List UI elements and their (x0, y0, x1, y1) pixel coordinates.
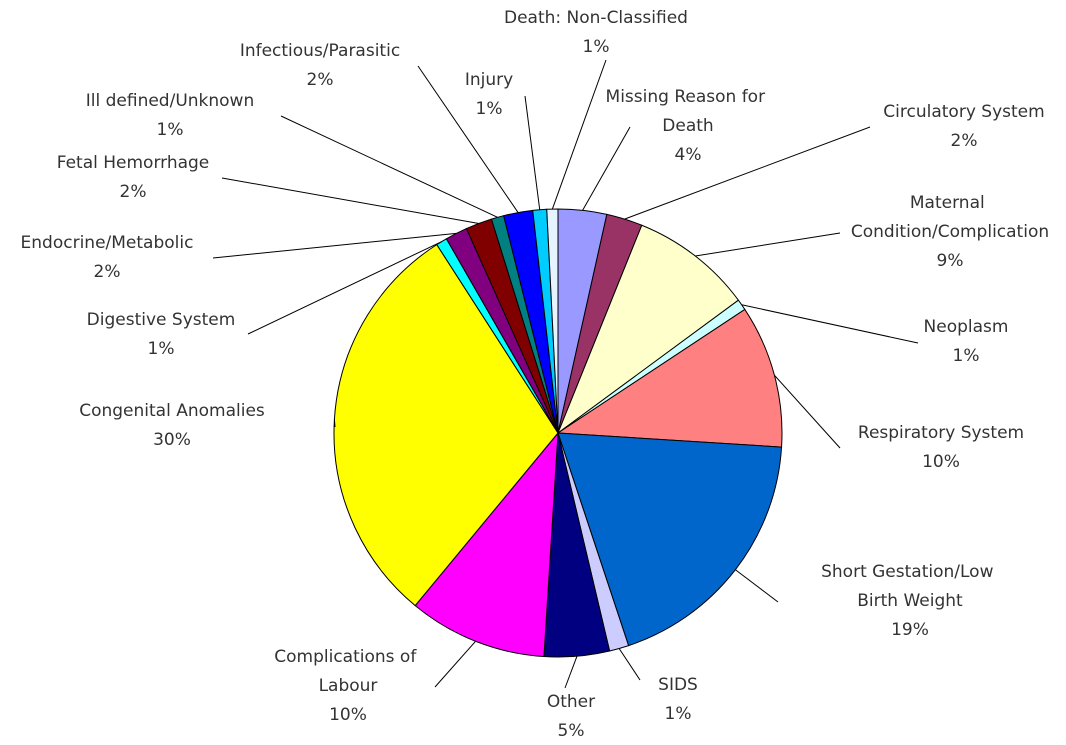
leader-line (212, 232, 457, 259)
value-label: 4% (675, 145, 702, 165)
label-line: Maternal (910, 193, 990, 213)
value-label: 9% (937, 251, 964, 271)
slice-label: Complications of Labour (274, 647, 421, 696)
slice-label: Respiratory System (858, 423, 1024, 443)
slice-label: Death: Non-Classified (504, 8, 688, 28)
leader-line (524, 95, 541, 210)
leader-line (774, 374, 841, 449)
leader-line (417, 65, 519, 213)
label-line: Condition/Complication (851, 222, 1049, 242)
value-label: 10% (922, 452, 960, 472)
label-line: Labour (319, 676, 378, 696)
slice-label: Circulatory System (883, 102, 1044, 122)
leader-line (247, 241, 442, 335)
value-label: 1% (953, 346, 980, 366)
leader-line (564, 656, 578, 689)
slice-label: Digestive System (87, 310, 236, 330)
slice-label: Injury (465, 70, 513, 90)
leader-line (695, 232, 841, 257)
value-label: 2% (307, 70, 334, 90)
value-label: 30% (153, 430, 191, 450)
leader-line (280, 115, 498, 218)
slice-label: Neoplasm (924, 317, 1009, 337)
slice-label: Maternal Condition/Complication (851, 193, 1049, 242)
label-line: Death (662, 116, 713, 136)
leader-line (582, 126, 631, 211)
value-label: 1% (583, 37, 610, 57)
leader-line (221, 177, 479, 224)
slice-label: Infectious/Parasitic (240, 41, 400, 61)
value-label: 2% (94, 262, 121, 282)
pie-slice (546, 208, 559, 434)
label-line: Complications of (274, 647, 421, 667)
leader-line (333, 419, 336, 428)
value-label: 2% (120, 182, 147, 202)
label-line: Missing Reason for (606, 87, 771, 107)
slice-label: Ill defined/Unknown (86, 91, 255, 111)
leader-line (551, 59, 607, 210)
slice-label: Missing Reason for Death (606, 87, 771, 136)
value-label: 1% (148, 339, 175, 359)
slice-label: SIDS (658, 675, 698, 695)
slice-label: Fetal Hemorrhage (57, 153, 210, 173)
value-label: 2% (951, 131, 978, 151)
label-line: Short Gestation/Low (821, 562, 999, 582)
pie-slice (333, 243, 559, 607)
slice-label: Endocrine/Metabolic (21, 233, 194, 253)
slice-label: Short Gestation/Low Birth Weight (821, 562, 999, 611)
leader-line (735, 569, 779, 603)
leader-line (741, 304, 919, 344)
value-label: 10% (329, 705, 367, 725)
leader-line (434, 640, 476, 688)
slice-label: Other (547, 692, 595, 712)
value-label: 1% (157, 120, 184, 140)
leader-line (618, 648, 641, 681)
value-label: 1% (476, 99, 503, 119)
pie-slice (414, 431, 559, 658)
slice-label: Congenital Anomalies (79, 401, 265, 421)
value-label: 19% (891, 620, 929, 640)
value-label: 1% (665, 704, 692, 724)
leader-line (624, 126, 871, 220)
value-label: 5% (558, 721, 585, 741)
label-line: Birth Weight (857, 591, 963, 611)
